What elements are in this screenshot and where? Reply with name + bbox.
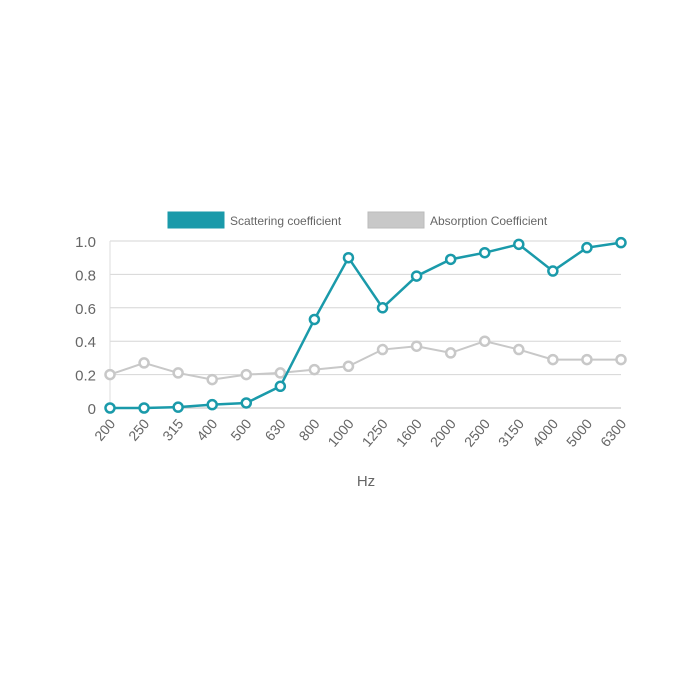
y-axis: 0 0.2 0.4 0.6 0.8 1.0 [75,234,96,418]
legend-label: Scattering coefficient [230,214,342,228]
x-tick-label: 5000 [563,415,595,449]
data-point [444,347,457,359]
x-tick-label: 6300 [597,415,629,449]
x-tick-label: 500 [227,415,254,443]
data-point [104,402,116,414]
data-point [513,343,525,356]
y-tick-label: 0.4 [75,334,96,351]
data-point [581,241,593,254]
y-tick-label: 0.2 [75,368,96,385]
legend-swatch [367,211,425,229]
data-point [478,246,491,259]
y-tick-label: 0.8 [75,267,96,284]
data-point [410,270,423,282]
x-axis: 200 250 315 400 500 630 800 1000 1250 1600 2000 250… [91,415,629,449]
data-point [240,397,253,409]
x-tick-label: 2500 [461,415,493,449]
data-point [376,302,389,314]
x-tick-label: 1000 [324,415,356,449]
series-line [110,241,622,410]
data-point [138,357,150,369]
x-tick-label: 800 [295,415,322,443]
x-axis-label: Hz [357,473,375,490]
y-tick-label: 0.6 [75,301,96,318]
x-tick-label: 315 [159,415,186,443]
x-tick-label: 200 [91,415,118,443]
grid [109,240,621,409]
data-point [581,353,593,366]
data-point [206,398,218,411]
legend-label: Absorption Coefficient [430,214,548,228]
y-tick-label: 1.0 [75,234,96,251]
legend-swatch [167,211,225,229]
x-tick-label: 1250 [359,415,391,449]
data-point [308,313,321,326]
data-point [513,238,525,251]
data-point [138,402,150,414]
series [104,236,627,414]
data-point [308,363,321,376]
x-tick-label: 3150 [495,415,527,449]
data-point [410,340,423,352]
data-point [547,265,559,277]
x-tick-label: 630 [261,415,288,443]
data-point [342,251,355,264]
series-line [109,340,621,381]
data-point [274,380,287,393]
data-point [172,401,184,413]
y-tick-label: 0 [88,401,96,418]
data-point [444,253,457,266]
x-tick-label: 400 [193,415,220,443]
data-point [615,236,627,249]
data-point [615,353,627,366]
data-point [172,367,184,379]
data-point [240,368,253,381]
data-point [376,343,389,356]
x-tick-label: 1600 [393,415,425,449]
data-point [104,368,116,381]
data-point [274,367,287,379]
data-point [206,373,218,386]
data-point [342,360,355,372]
x-tick-label: 4000 [529,415,561,449]
data-point [547,353,559,366]
legend[interactable]: Scattering coefficient Absorption Coeffic… [167,211,548,229]
x-tick-label: 250 [125,415,152,443]
x-tick-label: 2000 [427,415,459,449]
data-point [478,335,491,347]
